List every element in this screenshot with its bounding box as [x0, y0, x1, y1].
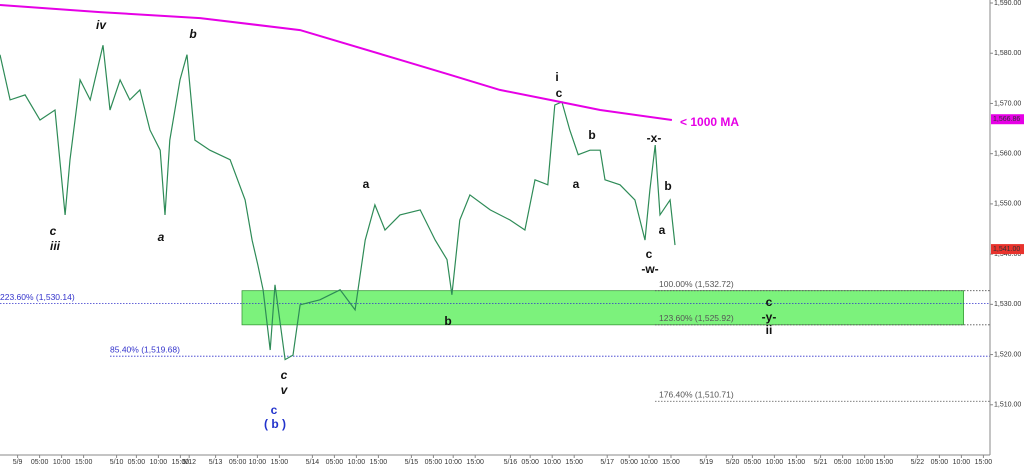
x-tick-label: 5/15: [405, 459, 419, 466]
ma-label: < 1000 MA: [680, 115, 739, 129]
fib-label: 123.60% (1,525.92): [659, 313, 734, 323]
fib-label: 176.40% (1,510.71): [659, 389, 734, 399]
wave-label: c: [281, 368, 288, 382]
x-tick-label: 05:00: [521, 459, 539, 466]
wave-label: b: [664, 179, 671, 193]
x-tick-label: 05:00: [326, 459, 344, 466]
price-tag-label: 1,541.00: [993, 246, 1020, 253]
x-tick-label: 5/19: [699, 459, 713, 466]
ma-line: [0, 4, 673, 121]
wave-label: a: [363, 177, 370, 191]
wave-label: a: [659, 223, 666, 237]
wave-label: c: [766, 295, 773, 309]
x-tick-label: 05:00: [229, 459, 247, 466]
x-tick-label: 5/22: [911, 459, 925, 466]
price-line: [0, 45, 676, 361]
wave-label: b: [189, 27, 196, 41]
x-tick-label: 05:00: [834, 459, 852, 466]
x-tick-label: 10:00: [856, 459, 874, 466]
x-tick-label: 15:00: [466, 459, 484, 466]
x-tick-label: 15:00: [172, 459, 190, 466]
x-tick-label: 5/20: [726, 459, 740, 466]
x-tick-label: 10:00: [53, 459, 71, 466]
x-tick-label: 05:00: [620, 459, 638, 466]
wave-label: c: [646, 247, 653, 261]
price-tag-label: 1,566.86: [993, 116, 1020, 123]
y-tick-label: 1,530.00: [994, 301, 1021, 308]
fib-label: 223.60% (1,530.14): [0, 292, 75, 302]
y-tick-label: 1,540.00: [994, 251, 1021, 258]
y-tick-label: 1,590.00: [994, 0, 1021, 7]
price-tag: [991, 244, 1024, 255]
wave-label: i: [555, 70, 558, 84]
x-tick-label: 05:00: [744, 459, 762, 466]
wave-label: b: [588, 128, 595, 142]
x-tick-label: 10:00: [640, 459, 658, 466]
x-tick-label: 10:00: [543, 459, 561, 466]
x-tick-label: 05:00: [931, 459, 949, 466]
fib-label: 85.40% (1,519.68): [110, 344, 180, 354]
wave-label: iii: [50, 239, 61, 253]
wave-label: -y-: [762, 310, 777, 324]
x-tick-label: 15:00: [271, 459, 289, 466]
y-tick-label: 1,510.00: [994, 402, 1021, 409]
price-tag: [991, 114, 1024, 125]
wave-label: c: [271, 403, 278, 417]
fib-label: 100.00% (1,532.72): [659, 279, 734, 289]
x-tick-label: 15:00: [876, 459, 894, 466]
wave-label: ii: [766, 323, 773, 337]
y-tick-label: 1,580.00: [994, 50, 1021, 57]
wave-label: a: [158, 230, 165, 244]
x-tick-label: 10:00: [444, 459, 462, 466]
x-tick-label: 15:00: [975, 459, 993, 466]
wave-label: iv: [96, 18, 107, 32]
x-tick-label: 05:00: [31, 459, 49, 466]
x-tick-label: 15:00: [75, 459, 93, 466]
x-tick-label: 05:00: [128, 459, 146, 466]
x-tick-label: 5/10: [110, 459, 124, 466]
x-tick-label: 10:00: [249, 459, 267, 466]
x-tick-label: 5/13: [209, 459, 223, 466]
wave-label: v: [281, 383, 289, 397]
x-tick-label: 15:00: [662, 459, 680, 466]
x-tick-label: 5/14: [306, 459, 320, 466]
y-tick-label: 1,570.00: [994, 100, 1021, 107]
wave-label: b: [444, 314, 451, 328]
x-tick-label: 10:00: [150, 459, 168, 466]
y-tick-label: 1,560.00: [994, 151, 1021, 158]
y-tick-label: 1,520.00: [994, 351, 1021, 358]
x-tick-label: 5/16: [504, 459, 518, 466]
wave-label: a: [573, 177, 580, 191]
wave-label: c: [50, 224, 57, 238]
x-tick-label: 15:00: [370, 459, 388, 466]
x-tick-label: 15:00: [565, 459, 583, 466]
wave-label: -w-: [641, 262, 658, 276]
x-tick-label: 10:00: [766, 459, 784, 466]
x-tick-label: 10:00: [953, 459, 971, 466]
x-tick-label: 05:00: [425, 459, 443, 466]
wave-label: ( b ): [264, 417, 286, 431]
x-tick-label: 5/9: [13, 459, 23, 466]
wave-label: -x-: [647, 131, 662, 145]
wave-label: c: [556, 86, 563, 100]
x-tick-label: 5/17: [600, 459, 614, 466]
target-zone: [241, 290, 964, 326]
x-tick-label: 5/12: [182, 459, 196, 466]
x-tick-label: 15:00: [788, 459, 806, 466]
x-tick-label: 5/21: [814, 459, 828, 466]
x-tick-label: 10:00: [348, 459, 366, 466]
y-tick-label: 1,550.00: [994, 201, 1021, 208]
